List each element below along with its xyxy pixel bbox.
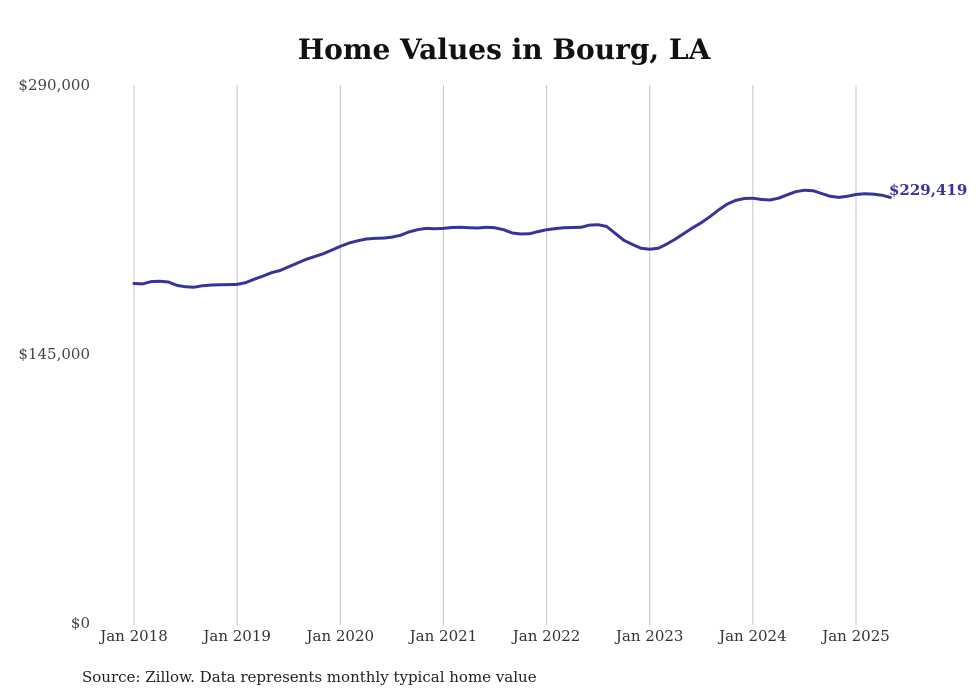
y-tick-label: $0: [71, 614, 90, 632]
chart-gridlines: [133, 85, 857, 625]
source-note: Source: Zillow. Data represents monthly …: [82, 668, 537, 686]
y-tick-label: $290,000: [18, 76, 90, 94]
y-axis: $0 $145,000 $290,000: [18, 76, 90, 632]
y-tick-label: $145,000: [18, 345, 90, 363]
x-axis: Jan 2018 Jan 2019 Jan 2020 Jan 2021 Jan 2022…: [98, 627, 890, 645]
x-tick-label: Jan 2021: [408, 627, 478, 645]
x-tick-label: Jan 2019: [201, 627, 271, 645]
x-tick-label: Jan 2022: [511, 627, 581, 645]
chart-title: Home Values in Bourg, LA: [298, 33, 712, 66]
latest-value-label: $229,419: [889, 181, 967, 199]
x-tick-label: Jan 2020: [305, 627, 375, 645]
x-tick-label: Jan 2018: [98, 627, 168, 645]
home-value-series-line: [132, 188, 892, 289]
x-tick-label: Jan 2024: [717, 627, 787, 645]
x-tick-label: Jan 2025: [820, 627, 890, 645]
x-tick-label: Jan 2023: [614, 627, 684, 645]
